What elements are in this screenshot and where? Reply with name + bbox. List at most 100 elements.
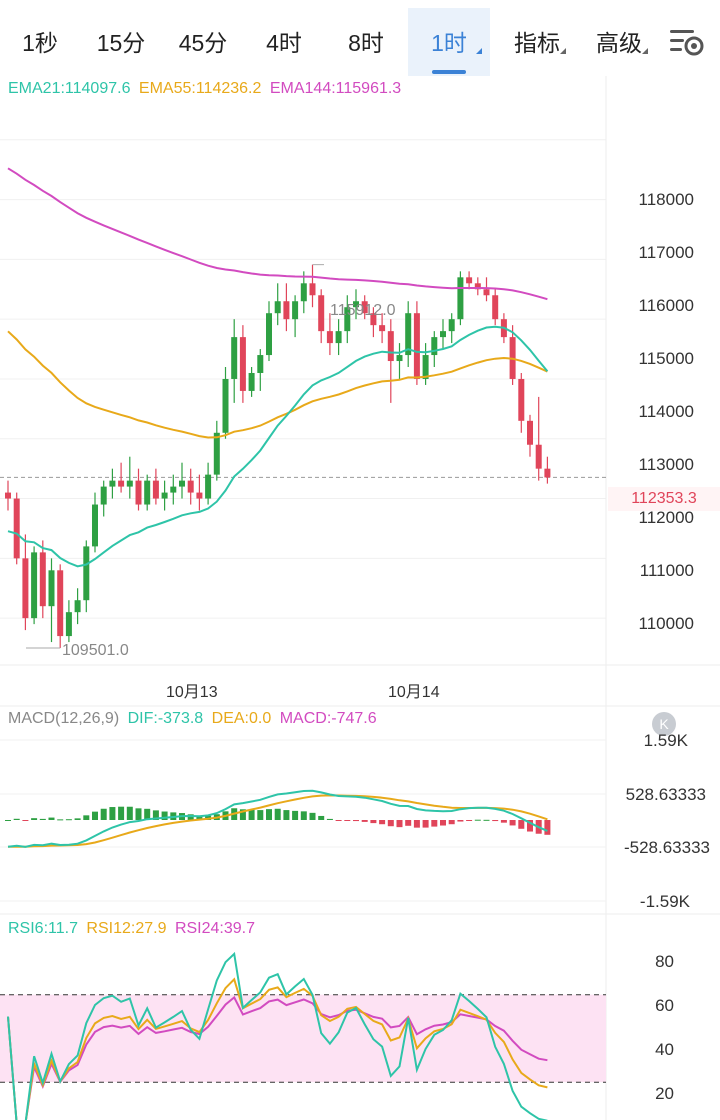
- macd-histogram-bar: [179, 813, 185, 820]
- macd-histogram-bar: [335, 820, 342, 821]
- candle-body: [448, 319, 455, 332]
- candle-body: [509, 337, 516, 379]
- candle-body: [152, 480, 159, 499]
- low-price-label: 109501.0: [62, 642, 129, 659]
- macd-histogram-bar: [31, 818, 38, 820]
- macd-histogram-bar: [413, 820, 420, 828]
- macd-histogram-bar: [274, 808, 281, 820]
- macd-histogram-bar: [222, 811, 229, 820]
- collapse-k-icon[interactable]: K: [652, 712, 676, 736]
- candle-body: [396, 355, 403, 362]
- price-tick: 115000: [638, 349, 694, 368]
- macd-histogram-bar: [387, 820, 394, 827]
- macd-histogram-bar: [422, 820, 429, 828]
- macd-histogram-bar: [500, 820, 507, 823]
- macd-histogram-bar: [100, 808, 107, 820]
- candle-body: [5, 492, 11, 499]
- price-tick: 113000: [638, 455, 694, 474]
- ema21-line: [7, 325, 549, 568]
- candle-body: [413, 313, 420, 379]
- macd-histogram-bar: [318, 815, 325, 820]
- macd-histogram-bar: [135, 808, 142, 820]
- dropdown-triangle-icon: [642, 48, 648, 54]
- macd-histogram-bar: [196, 815, 203, 820]
- active-tab-underline: [432, 70, 466, 74]
- tab-indicators[interactable]: 指标: [500, 8, 574, 76]
- last-price-tag: 112353.3: [608, 487, 720, 511]
- candle-body: [65, 612, 72, 637]
- high-price-label: 115912.0: [330, 302, 396, 319]
- macd-histogram-bar: [466, 820, 473, 821]
- candle-body: [213, 432, 220, 475]
- ema144-value: EMA144:115961.3: [269, 80, 402, 97]
- tab-1h[interactable]: 1时: [408, 8, 490, 76]
- candle-body: [57, 570, 64, 637]
- price-tick: 114000: [638, 402, 694, 421]
- macd-histogram-bar: [326, 818, 333, 820]
- tab-advanced[interactable]: 高级: [582, 8, 656, 76]
- macd-histogram-bar: [361, 820, 368, 822]
- candle-body: [292, 301, 299, 320]
- candle-body: [431, 337, 438, 356]
- rsi-tick: 80: [655, 952, 674, 971]
- macd-histogram-bar: [161, 811, 168, 820]
- candle-body: [22, 558, 29, 619]
- macd-histogram-bar: [370, 820, 377, 824]
- price-tick: 112000: [638, 508, 694, 527]
- macd-histogram-bar: [292, 810, 299, 820]
- macd-histogram-bar: [518, 820, 525, 829]
- tab-label: 指标: [514, 30, 560, 56]
- candle-body: [13, 498, 20, 559]
- tab-45m[interactable]: 45分: [168, 8, 238, 76]
- candle-body: [205, 474, 212, 499]
- tab-15m[interactable]: 15分: [86, 8, 156, 76]
- macd-histogram-bar: [65, 819, 72, 821]
- rsi12-value: RSI12:27.9: [86, 920, 167, 937]
- chart-settings-icon[interactable]: [664, 22, 708, 62]
- tab-4h[interactable]: 4时: [250, 8, 318, 76]
- macd-histogram-bar: [483, 819, 490, 821]
- candle-body: [274, 301, 281, 314]
- ema55-value: EMA55:114236.2: [138, 80, 262, 97]
- macd-tick: -528.63333: [623, 838, 710, 857]
- candle-body: [231, 337, 238, 379]
- tab-label: 45分: [178, 30, 228, 56]
- tab-1s[interactable]: 1秒: [8, 8, 72, 76]
- macd-histogram-bar: [74, 818, 81, 820]
- candle-body: [309, 283, 316, 296]
- candle-body: [483, 289, 490, 296]
- candle-body: [222, 378, 229, 433]
- tab-label: 8时: [348, 30, 384, 56]
- macd-histogram-bar: [257, 810, 264, 820]
- candle-body: [387, 331, 394, 362]
- candle-body: [74, 600, 81, 613]
- rsi-band: [0, 994, 606, 1083]
- macd-histogram-bar: [405, 820, 412, 826]
- macd-tick: 1.59K: [643, 731, 688, 750]
- macd-histogram-bar: [213, 814, 220, 820]
- macd-histogram-bar: [492, 820, 499, 822]
- macd-histogram-bar: [283, 810, 290, 820]
- macd-histogram-bar: [309, 812, 316, 820]
- candle-body: [318, 295, 325, 332]
- candle-body: [126, 480, 133, 487]
- candle-body: [266, 313, 272, 356]
- rsi-tick: 40: [655, 1040, 674, 1059]
- macd-histogram-bar: [109, 807, 116, 820]
- tab-8h[interactable]: 8时: [332, 8, 400, 76]
- macd-histogram-bar: [118, 806, 125, 820]
- candle-body: [109, 480, 116, 487]
- candle-body: [144, 480, 151, 505]
- price-tick: 116000: [638, 296, 694, 315]
- candle-body: [466, 277, 473, 284]
- candle-body: [283, 301, 290, 320]
- rsi-legend: RSI6:11.7 RSI12:27.9 RSI24:39.7: [8, 920, 259, 938]
- ema144-line: [7, 167, 548, 301]
- macd-histogram-bar: [535, 820, 542, 834]
- macd-histogram-bar: [239, 809, 246, 820]
- candle-body: [326, 331, 333, 344]
- candle-body: [48, 570, 55, 607]
- macd-tick: -1.59K: [639, 892, 690, 911]
- macd-histogram-bar: [248, 809, 255, 820]
